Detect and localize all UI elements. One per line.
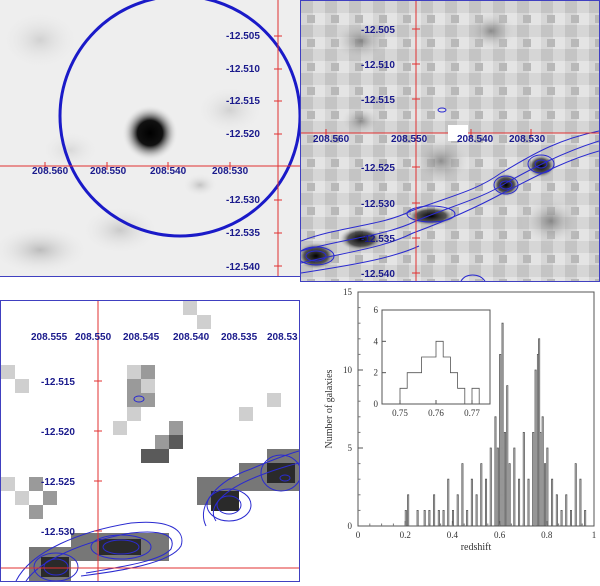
dec-label: -12.530 bbox=[361, 199, 395, 210]
x-tick-label: 0.4 bbox=[447, 530, 459, 540]
dec-label: -12.505 bbox=[226, 31, 260, 42]
x-tick-label: 1 bbox=[592, 530, 597, 540]
redshift-histogram: 0 0.2 0.4 0.6 0.8 1 0 5 10 15 redshift Number of … bbox=[302, 287, 600, 582]
inset-axis-ticks: 0.75 0.76 0.77 0 2 4 6 bbox=[374, 305, 481, 418]
dec-label: -12.525 bbox=[41, 477, 75, 488]
y-axis-label: Number of galaxies bbox=[324, 369, 335, 448]
y-tick-label: 15 bbox=[343, 288, 353, 297]
dec-label: -12.530 bbox=[41, 527, 75, 538]
inset-y-tick-label: 2 bbox=[374, 368, 379, 378]
dec-label: -12.540 bbox=[361, 269, 395, 280]
ra-label: 208.535 bbox=[221, 332, 258, 343]
inset-histogram bbox=[399, 340, 480, 405]
image-panel-top-right: 208.560 208.550 208.540 208.530 -12.505 … bbox=[300, 0, 600, 282]
dec-label: -12.525 bbox=[361, 163, 395, 174]
ra-label: 208.560 bbox=[32, 166, 69, 177]
dec-label: -12.510 bbox=[361, 60, 395, 71]
bright-source bbox=[122, 105, 178, 161]
histogram-steps bbox=[404, 322, 587, 526]
ra-label: 208.540 bbox=[457, 134, 494, 145]
x-tick-label: 0.8 bbox=[541, 530, 553, 540]
x-tick-label: 0.6 bbox=[494, 530, 506, 540]
x-axis-label: redshift bbox=[461, 542, 492, 553]
ra-label: 208.555 bbox=[31, 332, 68, 343]
ra-label: 208.530 bbox=[509, 134, 546, 145]
top-right-image: 208.560 208.550 208.540 208.530 -12.505 … bbox=[301, 1, 599, 281]
contours bbox=[301, 107, 599, 281]
selection-circle bbox=[58, 0, 300, 238]
ra-label: 208.545 bbox=[123, 332, 160, 343]
top-left-image: 208.560 208.550 208.540 208.530 -12.505 … bbox=[0, 0, 300, 276]
bottom-left-image: 208.555 208.550 208.545 208.540 208.535 … bbox=[1, 301, 299, 581]
x-tick-label: 0.2 bbox=[400, 530, 411, 540]
y-tick-label: 0 bbox=[348, 521, 353, 531]
dec-label: -12.520 bbox=[226, 129, 260, 140]
ra-label: 208.550 bbox=[90, 166, 127, 177]
inset-x-tick-label: 0.77 bbox=[464, 408, 480, 418]
x-tick-label: 0 bbox=[356, 530, 361, 540]
ra-label: 208.550 bbox=[391, 134, 428, 145]
histogram-bars bbox=[404, 322, 587, 526]
inset-y-tick-label: 6 bbox=[374, 305, 379, 315]
dec-label: -12.505 bbox=[361, 25, 395, 36]
dec-label: -12.535 bbox=[226, 228, 260, 239]
dec-label: -12.535 bbox=[361, 234, 395, 245]
dec-label: -12.530 bbox=[226, 195, 260, 206]
contours bbox=[15, 395, 299, 581]
y-tick-label: 10 bbox=[343, 365, 353, 375]
dec-label: -12.510 bbox=[226, 64, 260, 75]
ra-label: 208.560 bbox=[313, 134, 350, 145]
inset-x-tick-label: 0.76 bbox=[428, 408, 444, 418]
ra-label: 208.540 bbox=[173, 332, 210, 343]
dec-label: -12.520 bbox=[41, 427, 75, 438]
inset-y-tick-label: 4 bbox=[374, 336, 379, 346]
ra-label: 208.540 bbox=[150, 166, 187, 177]
image-panel-bottom-left: 208.555 208.550 208.545 208.540 208.535 … bbox=[0, 300, 300, 582]
inset-y-tick-label: 0 bbox=[374, 399, 379, 409]
dec-label: -12.515 bbox=[41, 377, 75, 388]
inset-x-tick-label: 0.75 bbox=[392, 408, 408, 418]
ra-label: 208.530 bbox=[212, 166, 249, 177]
dec-label: -12.515 bbox=[361, 95, 395, 106]
dec-label: -12.540 bbox=[226, 262, 260, 273]
dec-label: -12.515 bbox=[226, 96, 260, 107]
ra-label: 208.550 bbox=[75, 332, 112, 343]
ra-label: 208.53 bbox=[267, 332, 298, 343]
y-tick-label: 5 bbox=[348, 443, 353, 453]
image-panel-top-left: 208.560 208.550 208.540 208.530 -12.505 … bbox=[0, 0, 301, 277]
inset-histogram-steps bbox=[399, 340, 480, 405]
